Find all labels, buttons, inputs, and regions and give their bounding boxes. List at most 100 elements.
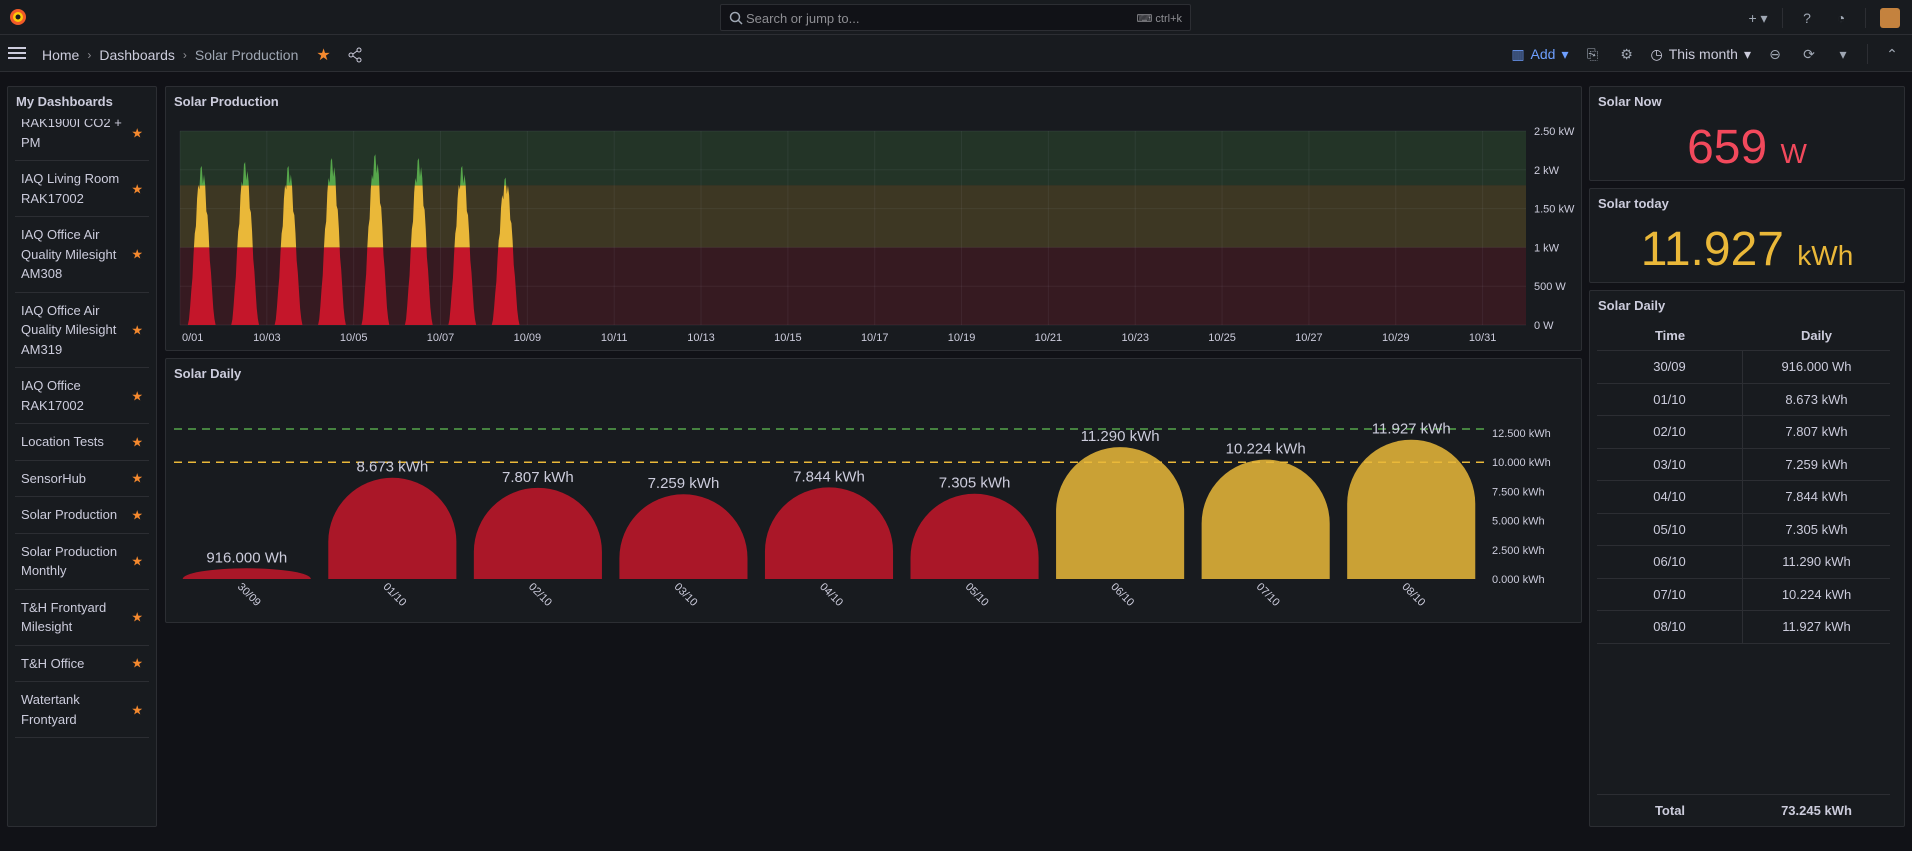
solar-area-segment: [241, 162, 249, 186]
dashboard-link-label: Location Tests: [21, 434, 104, 449]
cell-daily: 7.807 kWh: [1785, 424, 1848, 440]
column-header-time[interactable]: Time: [1654, 328, 1686, 343]
dashboard-link[interactable]: T&H Frontyard Milesight ★: [15, 590, 149, 646]
collapse-chevron-up-icon[interactable]: ⌃: [1886, 45, 1898, 62]
cell-time: 06/10: [1597, 546, 1743, 578]
star-icon[interactable]: ★: [131, 180, 143, 196]
star-icon[interactable]: ★: [131, 655, 143, 671]
x-tick-label: 10/29: [1382, 332, 1410, 344]
grafana-logo-icon[interactable]: [8, 7, 28, 27]
dashboard-link-label: IAQ Office Air Quality Milesight AM319: [21, 302, 117, 357]
cell-daily: 10.224 kWh: [1781, 586, 1852, 602]
bar: [473, 487, 602, 579]
chevron-right-icon: ›: [182, 48, 187, 62]
dashboard-link[interactable]: RAK1900I CO2 + PM ★: [15, 119, 149, 161]
panel-title: Solar Daily: [174, 366, 242, 381]
x-tick-label: 04/10: [817, 581, 845, 609]
star-icon[interactable]: ★: [131, 434, 143, 449]
table-row: 06/10 11.290 kWh: [1597, 546, 1890, 579]
cell-time: 04/10: [1597, 481, 1743, 513]
solar-area-segment: [327, 158, 336, 186]
star-icon[interactable]: ★: [131, 387, 143, 403]
star-icon[interactable]: ★: [131, 470, 143, 486]
bar: [182, 568, 311, 579]
star-icon[interactable]: ★: [131, 124, 143, 140]
search-placeholder: Search or jump to...: [746, 11, 860, 26]
solar-area-segment: [318, 247, 346, 325]
x-tick-label: 30/09: [235, 581, 263, 609]
bar-value-label: 8.673 kWh: [356, 459, 428, 476]
chevron-down-icon: ▾: [1743, 45, 1751, 62]
save-icon[interactable]: ⎘: [1586, 45, 1599, 62]
dashboard-link-label: Watertank Frontyard: [21, 692, 80, 727]
breadcrumb: Home › Dashboards › Solar Production ★: [42, 45, 363, 65]
threshold-band: [180, 131, 1526, 186]
threshold-band: [180, 185, 1526, 248]
x-tick-label: 05/10: [963, 581, 991, 609]
solar-today-stat: 11.927 kWh: [1590, 222, 1904, 277]
star-icon[interactable]: ★: [131, 701, 143, 717]
bar-value-label: 916.000 Wh: [206, 549, 287, 566]
solar-area-segment: [323, 185, 340, 248]
keyboard-shortcut: ⌨ ctrl+k: [1136, 12, 1182, 25]
new-plus-icon[interactable]: + ▾: [1748, 9, 1768, 26]
solar-area-segment: [193, 185, 210, 248]
dashboard-link[interactable]: IAQ Living Room RAK17002 ★: [15, 161, 149, 217]
x-tick-label: 10/25: [1208, 332, 1236, 344]
bar: [619, 494, 748, 579]
star-icon[interactable]: ★: [131, 322, 143, 337]
y-tick-label: 2.50 kW: [1534, 126, 1575, 138]
y-tick-label: 500 W: [1534, 281, 1566, 293]
bar-value-label: 7.844 kWh: [793, 468, 865, 485]
dashboard-link[interactable]: Solar Production Monthly ★: [15, 534, 149, 590]
dashboard-link[interactable]: SensorHub ★: [15, 461, 149, 497]
time-range-picker[interactable]: ◷ This month ▾: [1651, 46, 1752, 63]
solar-area-segment: [187, 247, 216, 325]
solar-area-segment: [498, 185, 513, 248]
dashboard-link[interactable]: Watertank Frontyard ★: [15, 682, 149, 738]
table-row: 03/10 7.259 kWh: [1597, 448, 1890, 481]
cell-daily: 916.000 Wh: [1781, 359, 1852, 375]
table-row: 04/10 7.844 kWh: [1597, 481, 1890, 514]
dashboard-link[interactable]: Solar Production ★: [15, 497, 149, 534]
zoom-out-icon[interactable]: ⊖: [1769, 45, 1781, 62]
dashboard-link[interactable]: IAQ Office RAK17002 ★: [15, 368, 149, 424]
solar-area-segment: [414, 158, 423, 186]
user-avatar[interactable]: [1880, 8, 1900, 28]
star-icon[interactable]: ★: [131, 246, 143, 262]
share-icon[interactable]: [347, 47, 363, 63]
menu-icon[interactable]: [8, 45, 26, 61]
table-row: 30/09 916.000 Wh: [1597, 351, 1890, 384]
star-icon[interactable]: ★: [131, 609, 143, 625]
refresh-icon[interactable]: ⟳: [1803, 45, 1815, 62]
solar-production-chart[interactable]: 0 W 500 W 1 kW 1.50 kW 2 kW 2.50 kW 0/01 10/03 1…: [166, 117, 1581, 350]
refresh-interval-chevron-icon[interactable]: ▾: [1839, 45, 1847, 62]
solar-daily-chart[interactable]: 0.000 kWh 2.500 kWh 5.000 kWh 7.500 kWh 10.0…: [166, 389, 1581, 622]
help-icon[interactable]: ?: [1803, 10, 1811, 26]
solar-area-segment: [237, 185, 253, 248]
settings-gear-icon[interactable]: ⚙: [1620, 45, 1633, 62]
dashboard-list[interactable]: RAK1900I CO2 + PM ★ IAQ Living Room RAK17…: [15, 119, 149, 825]
table-row: 01/10 8.673 kWh: [1597, 383, 1890, 416]
search-input[interactable]: Search or jump to... ⌨ ctrl+k: [720, 4, 1191, 31]
star-icon[interactable]: ★: [131, 553, 143, 569]
breadcrumb-home[interactable]: Home: [42, 47, 80, 63]
solar-area-segment: [491, 247, 520, 325]
dashboard-link[interactable]: Location Tests ★: [15, 424, 149, 461]
bar-value-label: 7.807 kWh: [502, 469, 574, 486]
x-tick-label: 10/31: [1469, 332, 1497, 344]
rss-news-icon[interactable]: ◔: [1836, 10, 1846, 26]
breadcrumb-dashboards[interactable]: Dashboards: [99, 47, 175, 63]
dashboard-link[interactable]: T&H Office ★: [15, 646, 149, 682]
star-icon[interactable]: ★: [131, 507, 143, 522]
x-tick-label: 0/01: [182, 332, 203, 344]
panel-title: My Dashboards: [16, 94, 113, 109]
dashboard-link[interactable]: IAQ Office Air Quality Milesight AM319 ★: [15, 293, 149, 368]
top-right-actions: + ▾ ? ◔: [1748, 6, 1900, 30]
cell-time: 07/10: [1597, 578, 1743, 610]
add-button[interactable]: ▥ Add ▾: [1511, 46, 1568, 63]
column-header-daily[interactable]: Daily: [1800, 328, 1833, 343]
favorite-star-icon[interactable]: ★: [316, 47, 331, 64]
time-range-label: This month: [1668, 46, 1738, 62]
dashboard-link[interactable]: IAQ Office Air Quality Milesight AM308 ★: [15, 217, 149, 293]
